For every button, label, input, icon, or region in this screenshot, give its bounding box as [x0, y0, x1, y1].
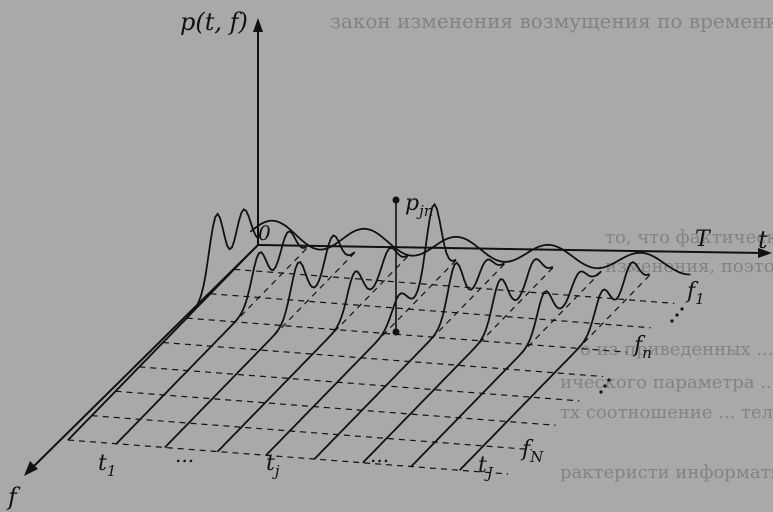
pjn-marker [392, 196, 400, 204]
grid-frequency-line [67, 439, 509, 475]
grid-frequency-line [91, 415, 532, 451]
ellipsis-marks [599, 307, 684, 394]
time-slice-curve [313, 258, 505, 460]
axes [24, 18, 772, 476]
time-slice-curve [164, 234, 356, 449]
background-text: закон изменения возмущения по времени ..… [330, 9, 773, 483]
dots-2: ... [370, 443, 389, 467]
fN-label: fN [520, 437, 544, 466]
t-end-label: T [695, 227, 712, 252]
t1-label: t1 [98, 451, 116, 480]
time-slice-curve [362, 258, 554, 464]
point-label: pjn [405, 191, 433, 220]
bg-line-4: о из приведенных ... зависимостей ... оп [580, 339, 773, 360]
bg-line-2: то, что фактические значения изменяются … [605, 227, 773, 248]
labels: p(t, f) t f 0 T pjn f1 fn fN t1 tj tJ ..… [6, 8, 768, 511]
time-slice-curve [265, 202, 457, 456]
point-pjn [392, 196, 400, 336]
t-axis-arrow [758, 248, 772, 258]
time-slice-curve [216, 246, 408, 453]
t-axis-label: t [758, 226, 768, 254]
grid-frequency-line [162, 341, 604, 378]
grid-frequency-line [234, 268, 675, 304]
grid-frequency-line [210, 293, 651, 329]
f-axis [31, 244, 259, 469]
f1-label: f1 [685, 279, 705, 308]
front-boundary-line [67, 244, 259, 441]
dots-1: ... [175, 443, 194, 467]
fn-label: fn [632, 333, 652, 362]
bg-line-3: изменения, поэтому необходимо рассчитать… [605, 256, 773, 277]
time-slice-curve [115, 230, 307, 445]
bg-line-5: ического параметра ... одних пе [560, 372, 773, 393]
pjn-base-marker [392, 328, 400, 336]
time-slice-curve [458, 261, 650, 471]
bg-line-6: тх соотношение ... тельно [560, 402, 773, 423]
tj-label: tj [266, 451, 280, 480]
bg-line-7: рактеристи информативной составляющих и … [560, 462, 773, 483]
y-axis-arrow [253, 18, 263, 32]
f-axis-label: f [6, 483, 21, 511]
tJ-label: tJ [478, 453, 494, 482]
grid-frequency-line [139, 366, 580, 402]
f1-ridge-curve [249, 219, 691, 276]
time-slice-curve [410, 270, 602, 468]
grid-frequency-line [115, 390, 556, 426]
bg-line-1: закон изменения возмущения по времени ..… [330, 9, 773, 33]
y-axis-label: p(t, f) [180, 8, 248, 36]
t-axis [257, 244, 763, 254]
grid-frequency-line [186, 317, 627, 353]
spectral-curves [67, 202, 691, 471]
origin-label: 0 [258, 221, 271, 245]
f-axis-arrow [24, 461, 38, 476]
